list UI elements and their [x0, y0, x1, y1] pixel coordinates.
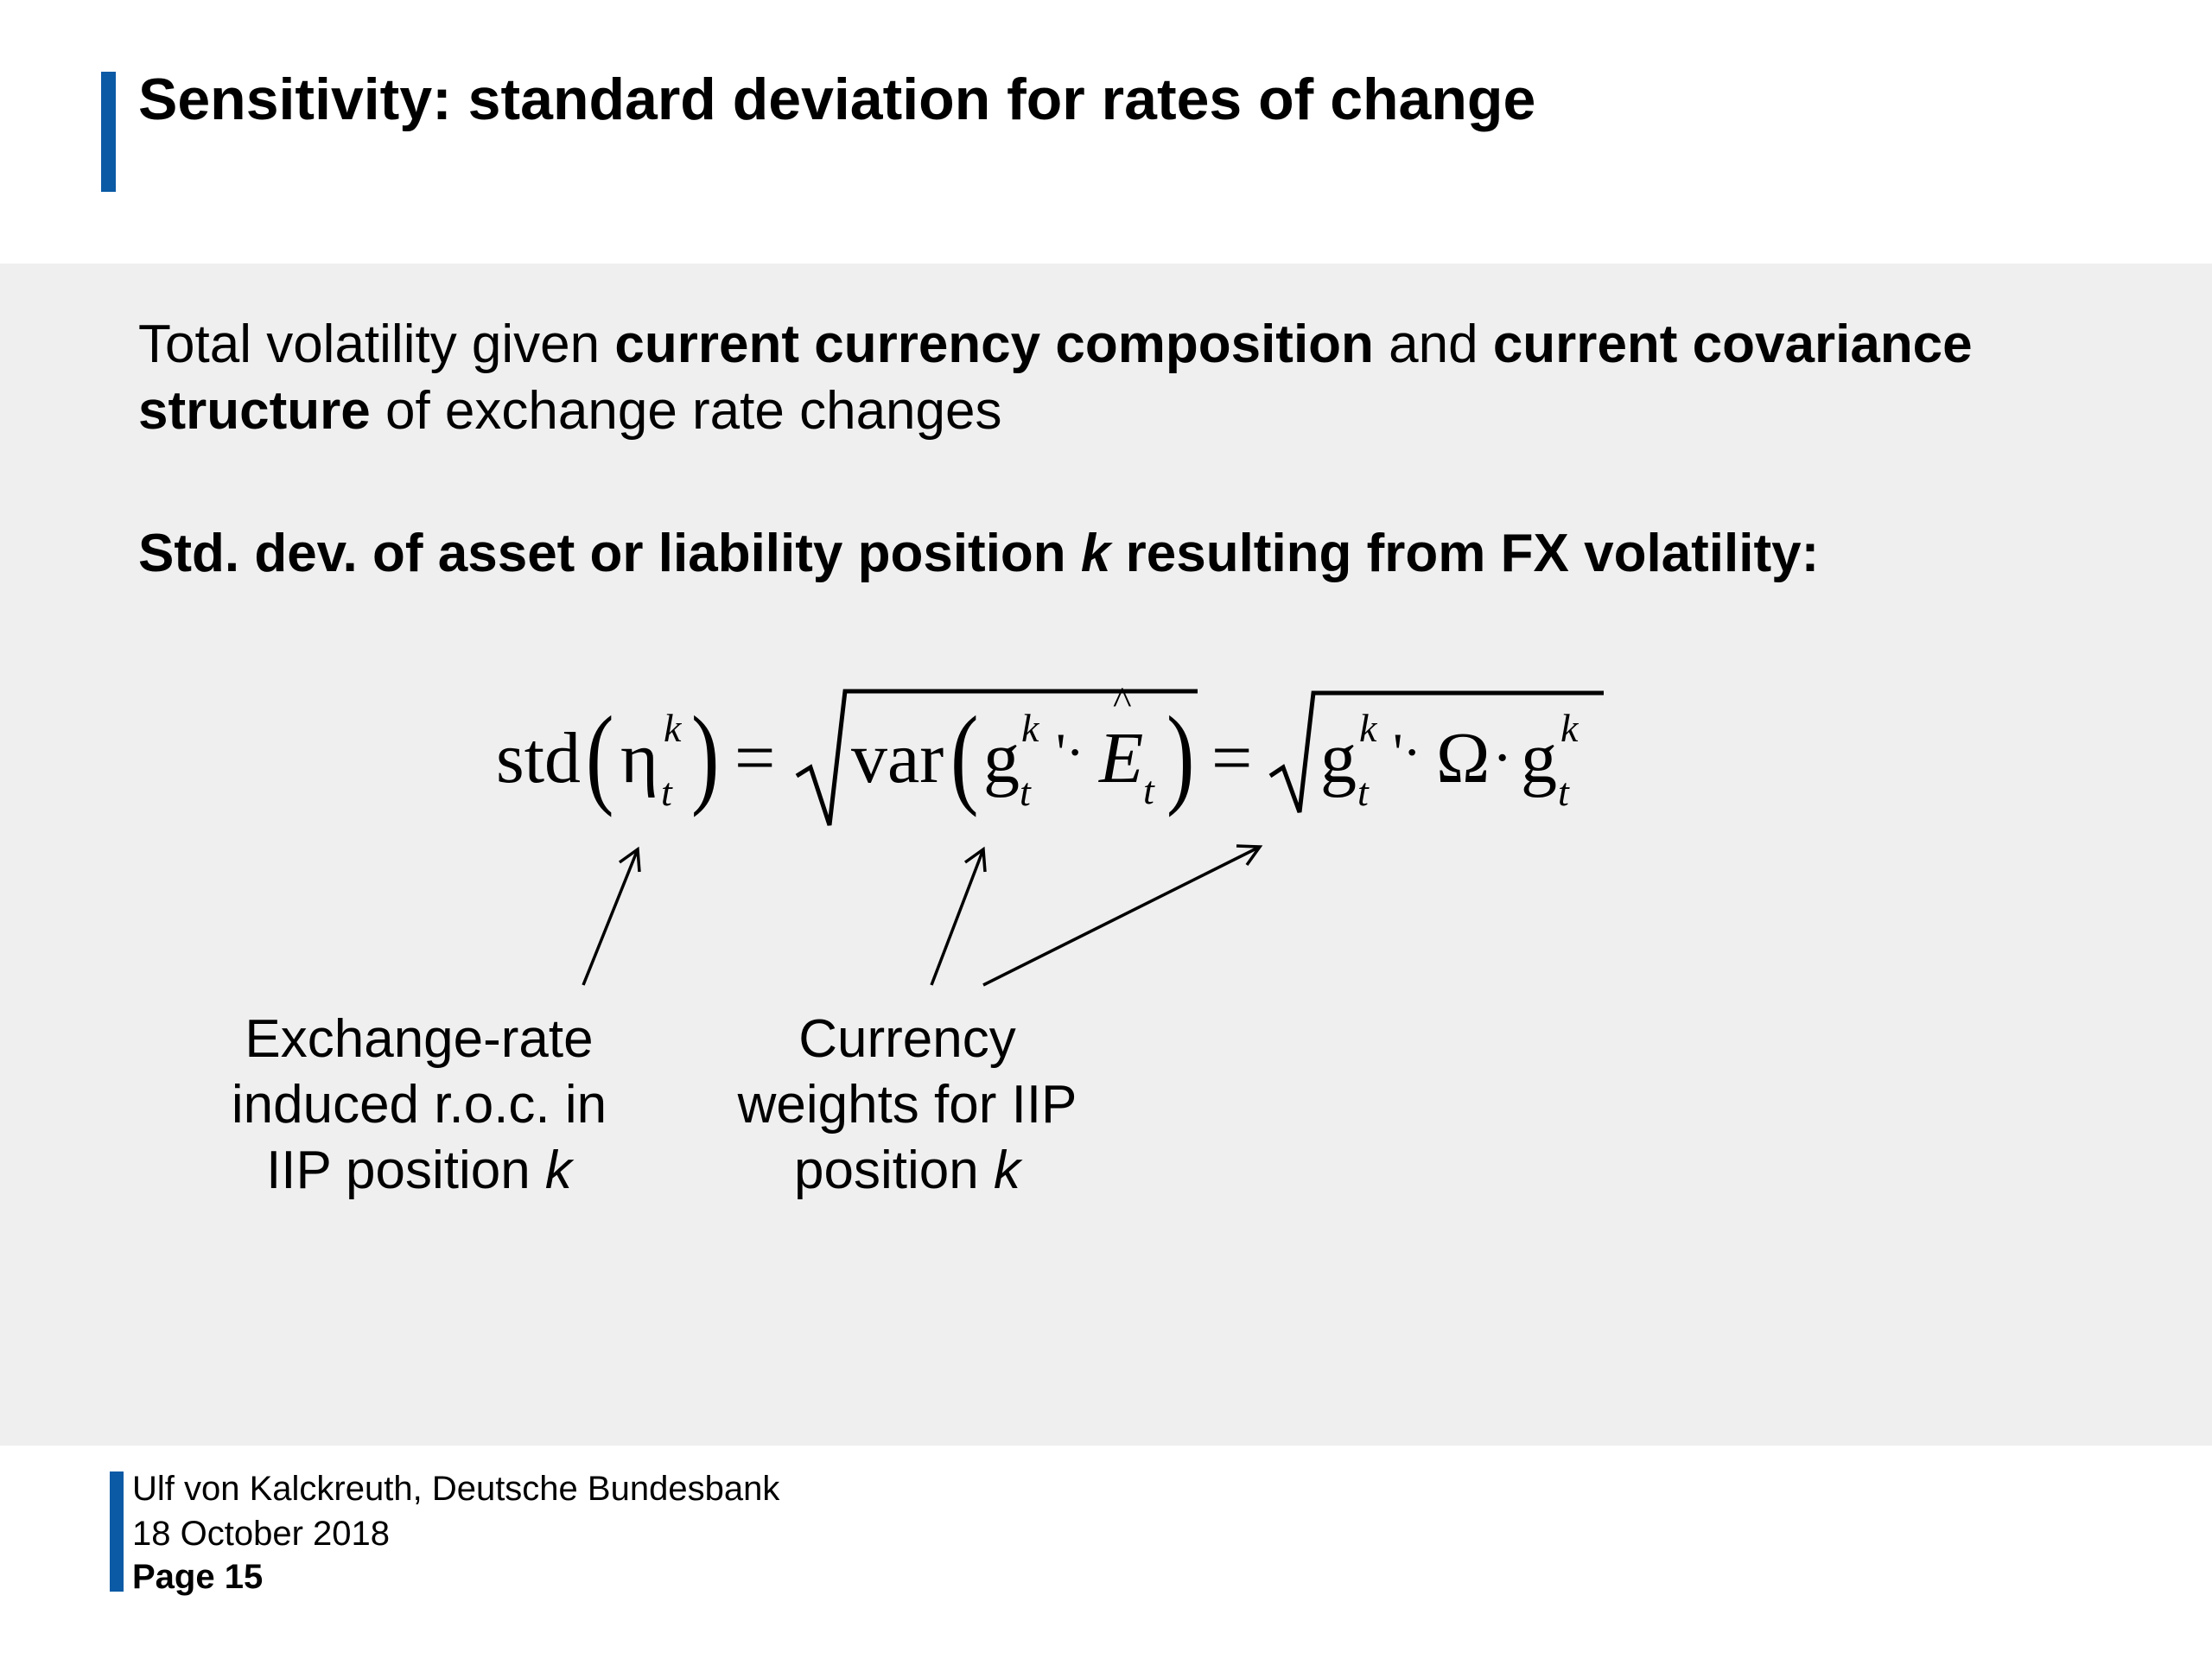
caption-left-var: k — [544, 1141, 572, 1200]
formula-E-sub-t: t — [1143, 768, 1155, 812]
caption-right-line2: weights for IIP — [737, 1075, 1077, 1135]
caption-left-line1: Exchange-rate — [245, 1009, 594, 1069]
formula-omega: Ω — [1436, 718, 1490, 798]
formula-heading-part1: Std. dev. of asset or liability position — [138, 524, 1081, 583]
formula-g3-sub-t: t — [1558, 770, 1570, 814]
intro-text: Total volatility given current currency … — [138, 311, 2126, 444]
formula-g-3: g — [1521, 718, 1557, 798]
footer-accent-bar — [110, 1471, 124, 1592]
formula-eta-sub-t: t — [661, 770, 673, 814]
formula-g1-sub-t: t — [1020, 770, 1032, 814]
slide-title: Sensitivity: standard deviation for rate… — [138, 67, 1536, 132]
arrow-to-weights-omega — [982, 844, 1263, 987]
formula-eta: η — [620, 718, 658, 798]
footer-page-number: Page 15 — [132, 1558, 264, 1596]
formula-paren-close-1: ) — [691, 694, 719, 818]
footer-author: Ulf von Kalckreuth, Deutsche Bundesbank — [132, 1470, 780, 1508]
formula-prime-dot-2: '· — [1393, 721, 1421, 783]
formula-equals-1: = — [734, 718, 775, 798]
caption-left-line2: induced r.o.c. in — [231, 1075, 607, 1135]
formula-sqrt-1 — [795, 689, 1198, 826]
caption-currency-weights: Currency weights for IIP position k — [691, 1007, 1123, 1204]
formula-paren-open-1: ( — [586, 694, 613, 818]
formula-g3-sup-k: k — [1560, 706, 1580, 750]
std-dev-formula: std ( η k t ) = var ( g k t '· ^ E t ) =… — [496, 678, 1604, 826]
formula-cdot: · — [1492, 725, 1512, 791]
caption-exchange-rate-roc: Exchange-rate induced r.o.c. in IIP positi… — [186, 1007, 652, 1204]
title-accent-bar — [101, 72, 116, 192]
formula-equals-2: = — [1211, 718, 1252, 798]
formula-g1-sup-k: k — [1021, 706, 1040, 750]
formula-paren-close-2: ) — [1166, 694, 1194, 818]
intro-bold-2: current covariance structure — [138, 315, 1973, 441]
formula-heading: Std. dev. of asset or liability position… — [138, 520, 1819, 587]
formula-g2-sup-k: k — [1359, 706, 1378, 750]
footer-date: 18 October 2018 — [132, 1515, 390, 1553]
formula-paren-open-2: ( — [950, 694, 978, 818]
formula-E: E — [1098, 718, 1143, 798]
intro-text-2: and — [1373, 315, 1493, 374]
formula-std: std — [496, 718, 581, 798]
intro-bold-1: current currency composition — [614, 315, 1374, 374]
formula-heading-part2: resulting from FX volatility: — [1110, 524, 1820, 583]
caption-left-line3: IIP position — [266, 1141, 545, 1200]
arrow-to-weights-var — [930, 846, 987, 986]
formula-heading-var: k — [1080, 524, 1111, 583]
formula-prime-dot-1: '· — [1056, 721, 1084, 783]
annotation-arrows — [582, 844, 1263, 987]
intro-text-3: of exchange rate changes — [370, 381, 1002, 441]
caption-right-line3: position — [794, 1141, 994, 1200]
formula-g-2: g — [1320, 718, 1357, 798]
intro-text-1: Total volatility given — [138, 315, 615, 374]
formula-eta-sup-k: k — [664, 706, 683, 750]
formula-sqrt-2 — [1268, 690, 1604, 813]
formula-g-1: g — [983, 718, 1020, 798]
formula-E-hat: ^ — [1113, 678, 1132, 722]
arrow-to-eta — [582, 846, 641, 986]
content-panel: Total volatility given current currency … — [0, 264, 2212, 1446]
caption-right-var: k — [993, 1141, 1020, 1200]
formula-g2-sub-t: t — [1357, 770, 1370, 814]
caption-right-line1: Currency — [798, 1009, 1016, 1069]
formula-var-fn: var — [851, 718, 944, 798]
